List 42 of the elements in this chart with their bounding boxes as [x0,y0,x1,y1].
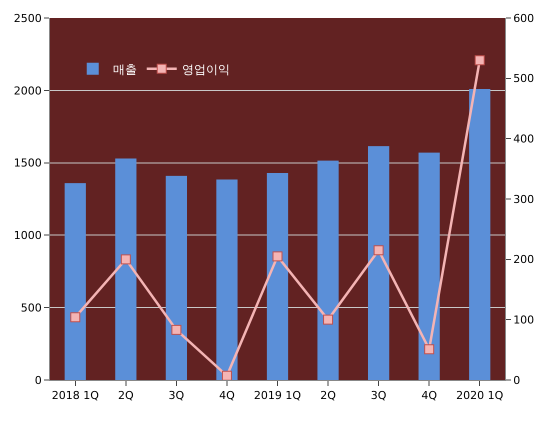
x-tick-label: 2020 1Q [456,389,504,402]
y2-tick-label: 200 [513,253,534,266]
point [120,254,131,264]
y-tick-label: 1000 [14,229,42,242]
x-tick-label: 2018 1Q [52,389,100,402]
x-tick-label: 2Q [320,389,336,402]
point [222,370,232,380]
x-tick-label: 2Q [118,389,134,402]
bar [266,172,288,380]
bar [115,158,136,380]
x-tick-label: 3Q [370,389,387,402]
bar [368,146,390,380]
y2-tick-label: 500 [513,72,534,86]
bar [64,183,86,380]
y2-tick-label: 100 [513,314,534,327]
x-tick-label: 2019 1Q [254,389,302,402]
y-tick-label: 500 [20,301,42,314]
y-tick-label: 0 [34,374,42,387]
point [323,314,334,325]
legend-label: 영업이익 [182,62,230,76]
x-tick-label: 4Q [421,389,438,402]
y2-tick-label: 600 [513,12,534,25]
point [424,344,434,354]
x-tick-label: 4Q [219,389,236,402]
bar [216,179,238,380]
bar [317,160,339,380]
x-tick-label: 3Q [168,389,185,402]
y2-tick-label: 0 [513,374,520,387]
bar [418,152,440,380]
y2-tick-label: 300 [513,192,534,206]
point [374,245,384,256]
bar [166,176,188,380]
point [70,312,80,322]
y2-tick-label: 400 [513,132,534,146]
point [272,251,282,262]
y-tick-label: 2000 [14,84,42,98]
y-tick-label: 1500 [14,156,42,170]
point [171,324,182,335]
legend-label: 매출 [112,62,137,76]
bar [469,88,490,380]
y-tick-label: 2500 [14,12,42,25]
point [474,55,485,66]
